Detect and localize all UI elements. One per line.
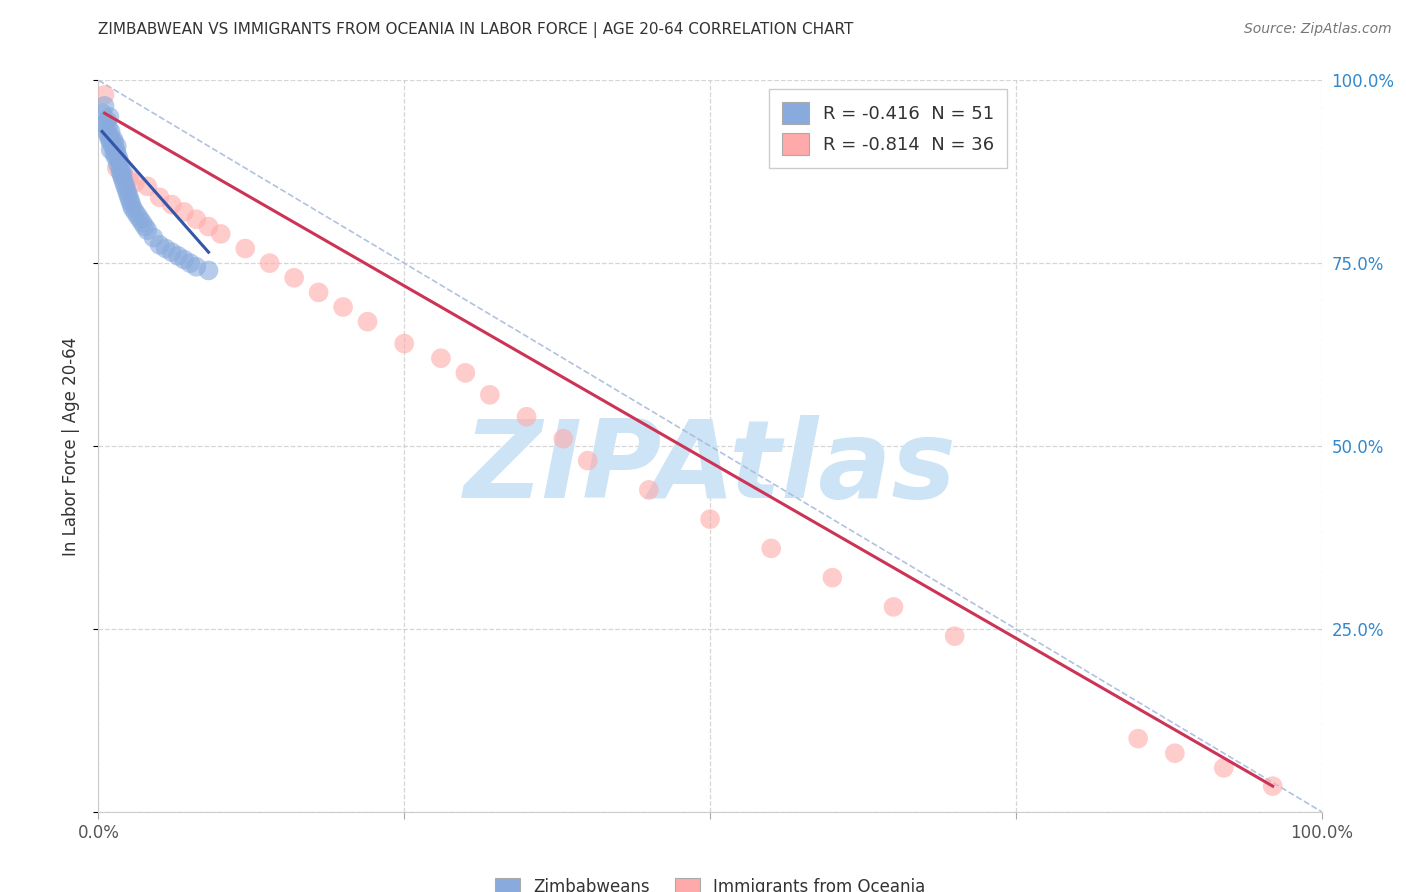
Point (105, 139, 128, 153)
Point (120, 194, 142, 208)
Point (97, 120, 120, 135)
Point (332, 300, 354, 314)
Point (118, 172, 141, 186)
Point (129, 212, 152, 227)
Point (1164, 746, 1187, 760)
Point (96, 113, 118, 128)
Y-axis label: In Labor Force | Age 20-64: In Labor Force | Age 20-64 (62, 336, 80, 556)
Point (136, 179, 159, 194)
Point (100, 143, 122, 157)
Text: ZIPAtlas: ZIPAtlas (464, 415, 956, 521)
Point (160, 197, 183, 211)
Point (127, 209, 149, 223)
Point (430, 351, 453, 366)
Point (186, 212, 208, 227)
Legend: Zimbabweans, Immigrants from Oceania: Zimbabweans, Immigrants from Oceania (488, 871, 932, 892)
Point (111, 164, 134, 178)
Point (100, 136, 122, 150)
Point (155, 242, 177, 256)
Point (478, 388, 501, 402)
Point (167, 249, 190, 263)
Point (115, 183, 138, 197)
Point (283, 270, 305, 285)
Point (197, 219, 219, 234)
Point (110, 161, 132, 175)
Point (105, 146, 128, 161)
Point (111, 169, 134, 183)
Point (103, 136, 125, 150)
Point (120, 197, 142, 211)
Point (121, 202, 143, 216)
Point (160, 245, 183, 260)
Point (761, 541, 783, 556)
Point (136, 223, 159, 237)
Point (515, 409, 537, 424)
Point (173, 205, 195, 219)
Point (103, 146, 125, 161)
Point (111, 172, 134, 186)
Point (197, 263, 219, 277)
Point (883, 599, 905, 614)
Point (111, 169, 134, 183)
Point (943, 629, 966, 643)
Point (101, 132, 124, 146)
Point (97, 128, 120, 143)
Text: Source: ZipAtlas.com: Source: ZipAtlas.com (1244, 22, 1392, 37)
Point (114, 179, 136, 194)
Point (179, 256, 201, 270)
Point (149, 190, 172, 204)
Point (108, 153, 131, 168)
Point (149, 238, 172, 252)
Point (100, 132, 122, 146)
Text: ZIMBABWEAN VS IMMIGRANTS FROM OCEANIA IN LABOR FORCE | AGE 20-64 CORRELATION CHA: ZIMBABWEAN VS IMMIGRANTS FROM OCEANIA IN… (98, 22, 853, 38)
Point (93, 87, 115, 102)
Point (117, 186, 139, 201)
Point (209, 227, 232, 241)
Point (821, 571, 844, 585)
Point (638, 483, 661, 497)
Point (96, 124, 118, 138)
Point (98, 110, 121, 124)
Point (553, 432, 575, 446)
Point (699, 512, 721, 526)
Point (576, 453, 599, 467)
Point (454, 366, 477, 380)
Point (1212, 761, 1234, 775)
Point (186, 260, 208, 274)
Point (134, 219, 156, 234)
Point (142, 230, 165, 244)
Point (110, 164, 132, 178)
Point (1128, 731, 1150, 746)
Point (93, 99, 115, 113)
Point (124, 176, 146, 190)
Point (118, 190, 141, 204)
Point (91, 106, 114, 120)
Point (104, 150, 127, 164)
Point (107, 157, 129, 171)
Point (233, 242, 256, 256)
Point (107, 150, 129, 164)
Point (105, 161, 128, 175)
Point (1261, 779, 1284, 793)
Point (259, 256, 281, 270)
Point (112, 176, 135, 190)
Point (308, 285, 330, 300)
Point (131, 216, 153, 230)
Point (124, 205, 146, 219)
Point (100, 124, 122, 138)
Point (98, 132, 121, 146)
Point (392, 336, 416, 351)
Point (104, 143, 127, 157)
Point (93, 117, 115, 131)
Point (173, 252, 195, 267)
Point (356, 315, 378, 329)
Point (101, 139, 124, 153)
